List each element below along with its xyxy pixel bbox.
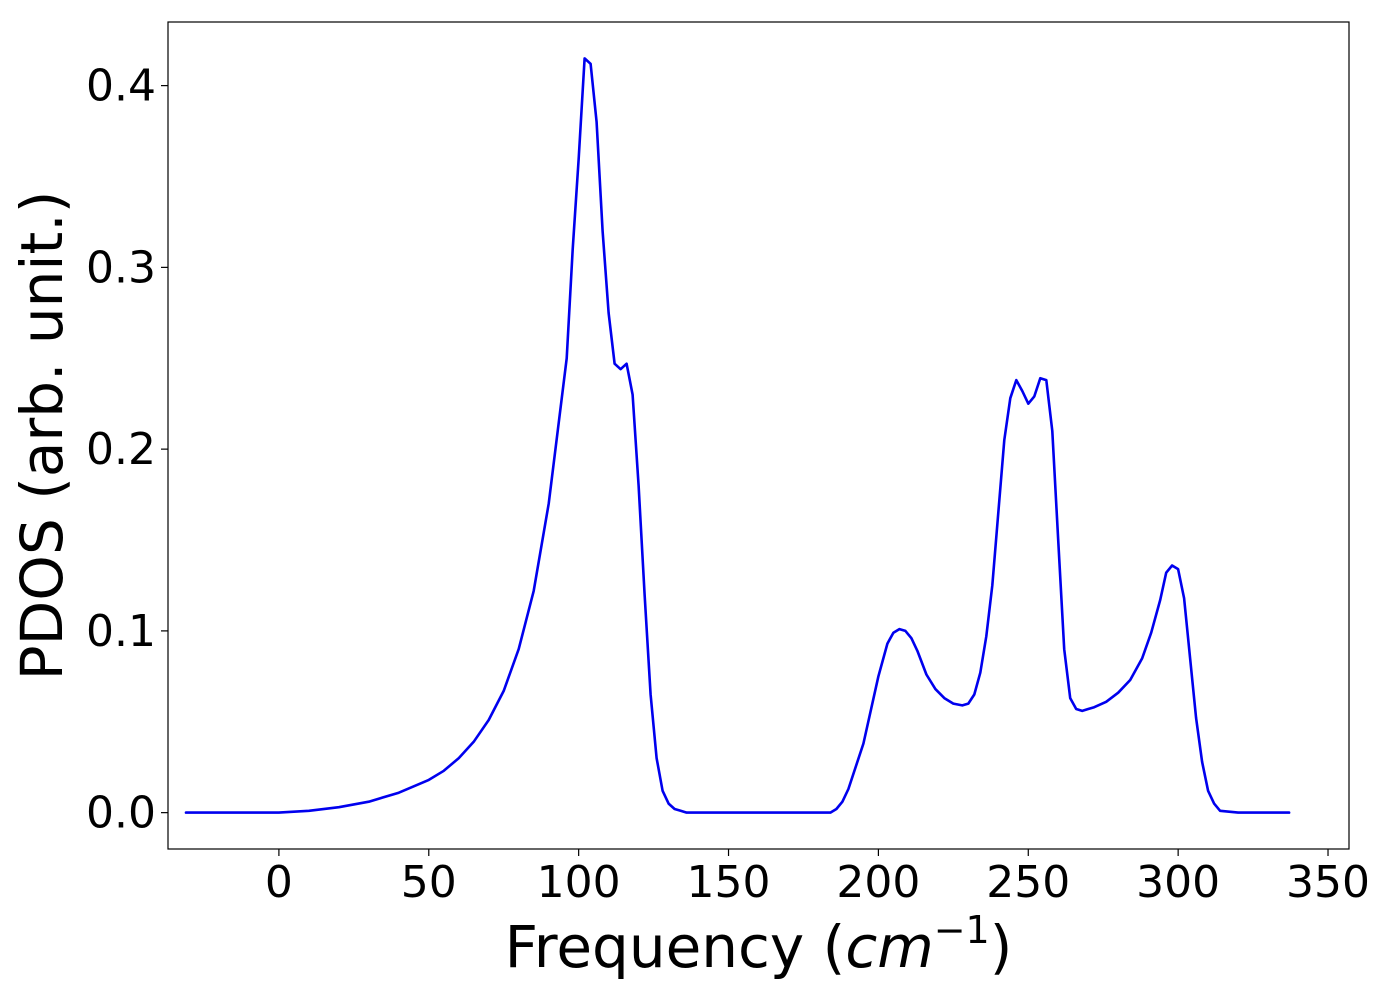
- x-tick-label: 250: [986, 857, 1070, 908]
- x-axis-label-unit: cm: [845, 913, 933, 981]
- x-tick-label: 50: [401, 857, 457, 908]
- y-tick-label: 0.0: [86, 788, 156, 839]
- x-axis-label-exponent: −1: [934, 908, 990, 952]
- x-tick-label: 300: [1136, 857, 1220, 908]
- axes-frame: [167, 21, 1350, 850]
- x-axis-label-text: Frequency (: [505, 913, 846, 981]
- y-axis-label: PDOS (arb. unit.): [8, 191, 76, 681]
- x-tick-label: 350: [1286, 857, 1370, 908]
- y-tick-label: 0.1: [86, 606, 156, 657]
- x-tick-label: 200: [836, 857, 920, 908]
- ticks-layer: 0 50 100 150 200 250 300 350 0.0 0.1 0.2 0.3 0.4: [86, 61, 1370, 908]
- x-tick-label: 150: [687, 857, 771, 908]
- y-tick-label: 0.2: [86, 424, 156, 475]
- x-axis-label-close: ): [990, 913, 1013, 981]
- plot-area: [184, 57, 1291, 814]
- y-tick-label: 0.3: [86, 242, 156, 293]
- x-tick-label: 100: [537, 857, 621, 908]
- x-axis-label: Frequency (cm−1): [505, 908, 1013, 981]
- series-line-0: [184, 57, 1291, 814]
- x-tick-label: 0: [265, 857, 293, 908]
- y-tick-label: 0.4: [86, 61, 156, 112]
